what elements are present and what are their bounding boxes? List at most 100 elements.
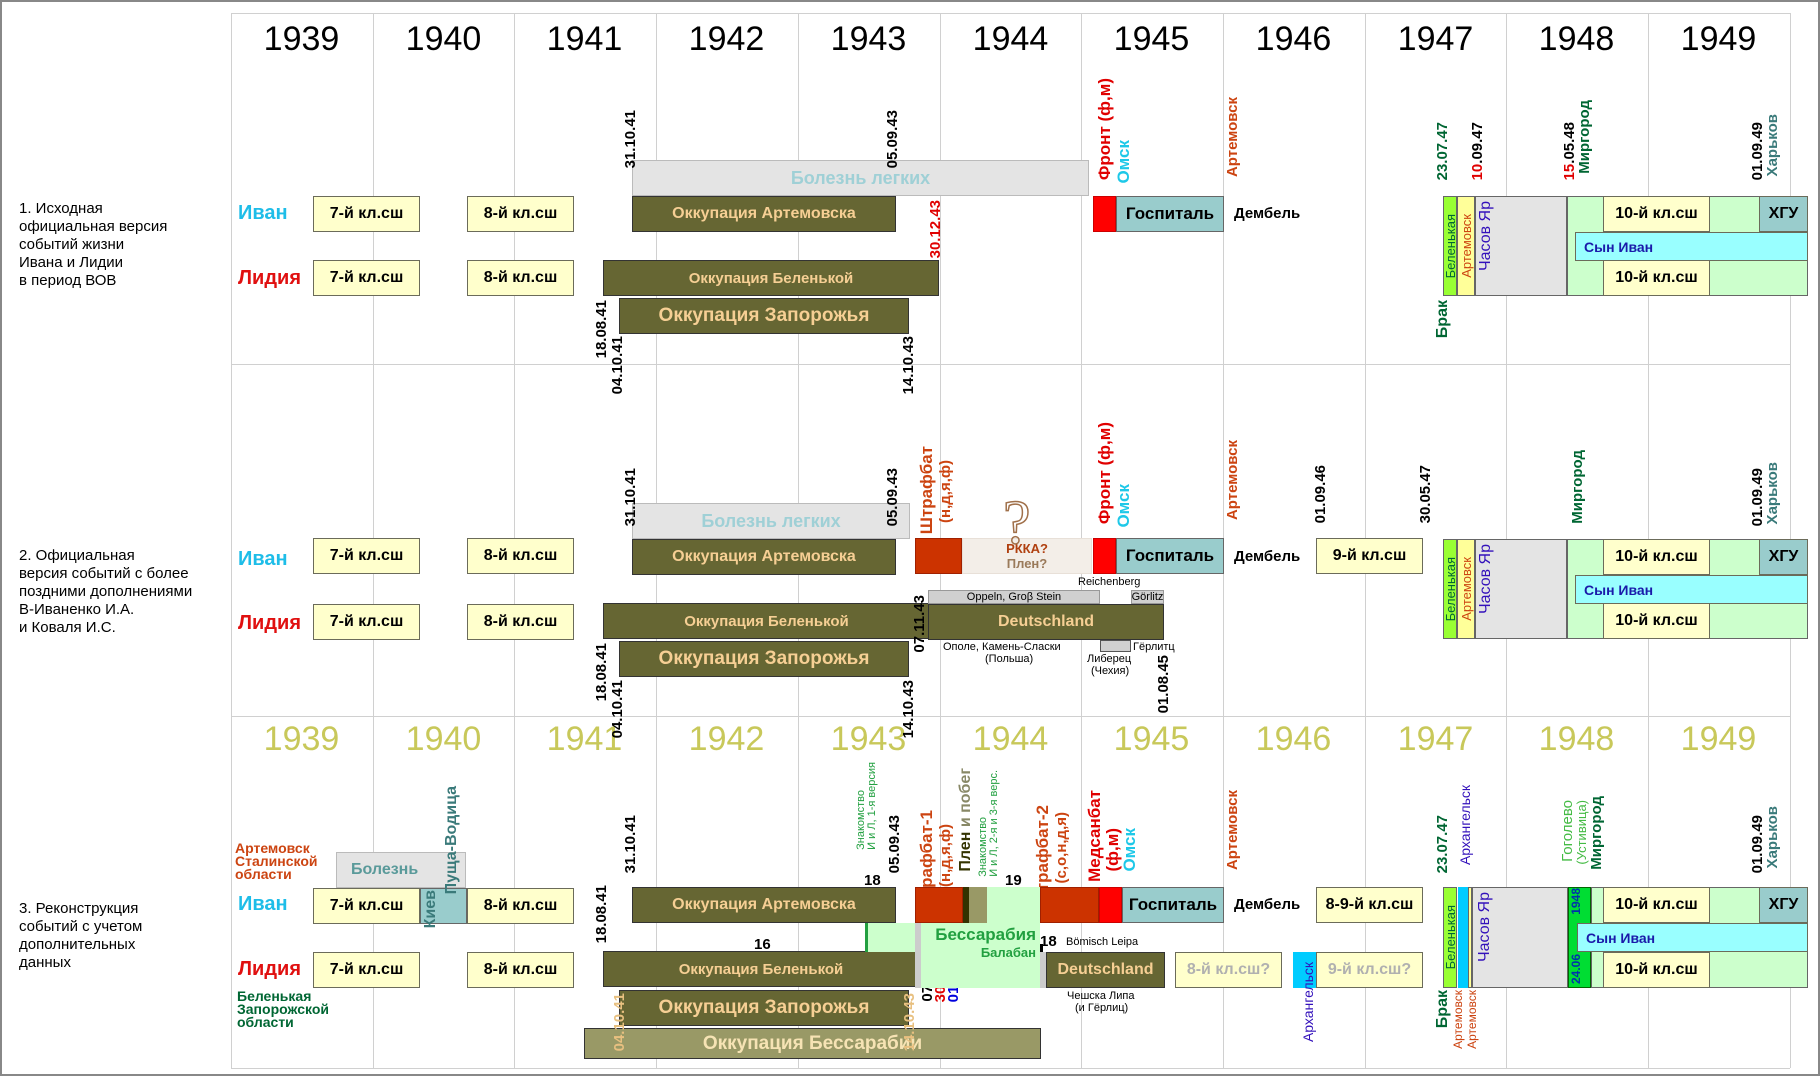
section-divider <box>231 364 1790 365</box>
label-line: И и Л, 1-я версия <box>866 762 878 850</box>
demob-label: Дембель <box>1234 205 1301 222</box>
occupation-bar: Оккупация Беленькой <box>603 603 930 639</box>
date-label: 14.10.43 <box>901 993 918 1052</box>
label-line: и Коваля И.С. <box>19 619 116 636</box>
place-label: Харьков <box>1764 462 1781 525</box>
bessarabia-lower-bar <box>868 923 915 952</box>
date-label: 30.12.43 <box>927 200 944 259</box>
date-label: 04.10.41 <box>611 993 628 1052</box>
label-line: Беленькая <box>237 988 312 1004</box>
date-label: 15.05.48 <box>1561 122 1578 180</box>
transit-bar <box>1040 952 1046 988</box>
place-label: Bömisch Leipa <box>1066 936 1139 948</box>
shtrafbat-sub-label: (н,д,я,ф) <box>937 824 954 887</box>
label-part: Плен <box>957 831 974 872</box>
school-box: 8-й кл.сш <box>467 604 574 640</box>
year-label: 1948 <box>1538 20 1615 58</box>
school-box: 7-й кл.сш <box>313 888 420 924</box>
school-box: 7-й кл.сш <box>313 196 420 232</box>
omsk-label: Омск <box>1114 484 1133 528</box>
shtrafbat-sub-label: (с,о,н,д,я) <box>1053 812 1070 884</box>
medsanbat-sub-label: (ф,м) <box>1103 828 1122 872</box>
acquaintance-marker <box>865 923 868 952</box>
label-line: 1. Исходная <box>19 200 103 217</box>
label-line: поздними дополнениями <box>19 583 193 600</box>
demob-label: Дембель <box>1234 896 1301 913</box>
belenkaya-strip: Беленькая <box>1443 887 1457 988</box>
oppeln-bar: Oppeln, Groβ Stein <box>928 590 1100 604</box>
top-border <box>231 13 1790 14</box>
kiev-box <box>420 888 467 924</box>
year-label: 1943 <box>830 720 907 758</box>
year-label: 1944 <box>972 20 1049 58</box>
occupation-bar: Оккупация Запорожья <box>619 990 909 1026</box>
gorlitz-bar: Görlitz <box>1131 590 1164 604</box>
chasov-yar-block: Часов Яр <box>1475 539 1567 639</box>
khgu-box: ХГУ <box>1759 539 1808 575</box>
rkka-label: РККА? <box>1006 541 1048 556</box>
bessarabia-block: Бессарабия Балабан <box>921 923 1040 988</box>
year-label: 1940 <box>405 20 482 58</box>
artemovsk-strip: Артемовск <box>1457 539 1475 639</box>
section-divider <box>231 716 1790 717</box>
place-label: Reichenberg <box>1078 576 1141 588</box>
acquaintance-label: Знакомство И и Л, 1-я версия <box>855 762 878 850</box>
date-label: 01.09.49 <box>1749 815 1766 874</box>
occupation-bar: Оккупация Артемовска <box>632 196 896 232</box>
place-label: (Чехия) <box>1091 665 1130 677</box>
chasov-yar-block: Часов Яр <box>1475 196 1567 296</box>
label-line: И и Л, 2-я и 3-я верс. <box>988 770 1000 877</box>
year-label: 1939 <box>263 20 340 58</box>
hospital-bar: Госпиталь <box>1116 538 1224 574</box>
front-bar <box>1093 196 1116 232</box>
place-label: Киев <box>422 890 439 929</box>
label-part: и побег <box>957 768 974 828</box>
date-label: 01.09.49 <box>1749 468 1766 527</box>
school-box-uncertain: 9-й кл.сш? <box>1316 952 1423 988</box>
year-label: 1949 <box>1680 720 1757 758</box>
belenkaya-strip: Беленькая <box>1443 196 1457 296</box>
person-ivan: Иван <box>238 548 288 570</box>
school-box: 10-й кл.сш <box>1603 260 1710 296</box>
date-label: 18.08.41 <box>593 643 610 702</box>
place-label: Чешска Липа <box>1067 990 1135 1002</box>
artemovsk-region-label: Артемовск Сталинской области <box>235 841 317 881</box>
place-label: Беленькая <box>1443 556 1457 622</box>
label-line: 2. Официальная <box>19 547 135 564</box>
shtrafbat-sub-label: (н,д,я,ф) <box>937 460 954 523</box>
place-label: Часов Яр <box>1476 892 1493 963</box>
place-label: Артемовск <box>1224 440 1241 521</box>
postwar-block: Беленькая Артемовск Часов Яр 10-й кл.сш … <box>1443 539 1808 639</box>
son-bar: Сын Иван <box>1577 923 1808 952</box>
age-label: 16 <box>754 936 771 953</box>
school-box: 8-й кл.сш <box>467 196 574 232</box>
place-label: Часов Яр <box>1477 201 1494 272</box>
postwar-block: Беленькая Артемовск Часов Яр 10-й кл.сш … <box>1443 196 1808 296</box>
section-1-label: 1. Исходная официальная версия событий ж… <box>19 200 167 290</box>
label-line: В-Иваненко И.А. <box>19 601 135 618</box>
place-label: (и Гёрлиц) <box>1075 1002 1129 1014</box>
artemovsk-strip: Артемовск <box>1457 196 1475 296</box>
section-3-label: 3. Реконструкция событий с учетом дополн… <box>19 900 142 972</box>
school-box: 8-й кл.сш <box>467 260 574 296</box>
label-line: в период ВОВ <box>19 272 117 289</box>
place-label: Миргород <box>1576 100 1593 174</box>
school-box-uncertain: 8-й кл.сш? <box>1175 952 1282 988</box>
year-label: 1945 <box>1113 20 1190 58</box>
question-mark-icon: ? <box>1002 488 1031 558</box>
place-label: Миргород <box>1569 450 1586 524</box>
year-label: 1942 <box>688 720 765 758</box>
place-label: Миргород <box>1588 796 1605 870</box>
person-lidia: Лидия <box>238 267 301 289</box>
label-line: Запорожской <box>237 1001 329 1017</box>
khgu-box: ХГУ <box>1759 196 1808 232</box>
year-label: 1941 <box>546 720 623 758</box>
school-box: 9-й кл.сш <box>1316 538 1423 574</box>
place-label: Беленькая <box>1443 213 1457 279</box>
section-2-label: 2. Официальная версия событий с более по… <box>19 547 192 637</box>
balaban-label: Балабан <box>980 945 1036 960</box>
date-label: 18.08.41 <box>593 885 610 944</box>
occupation-bar: Оккупация Артемовска <box>632 539 896 575</box>
school-box: 8-й кл.сш <box>467 538 574 574</box>
school-box: 10-й кл.сш <box>1603 539 1710 575</box>
